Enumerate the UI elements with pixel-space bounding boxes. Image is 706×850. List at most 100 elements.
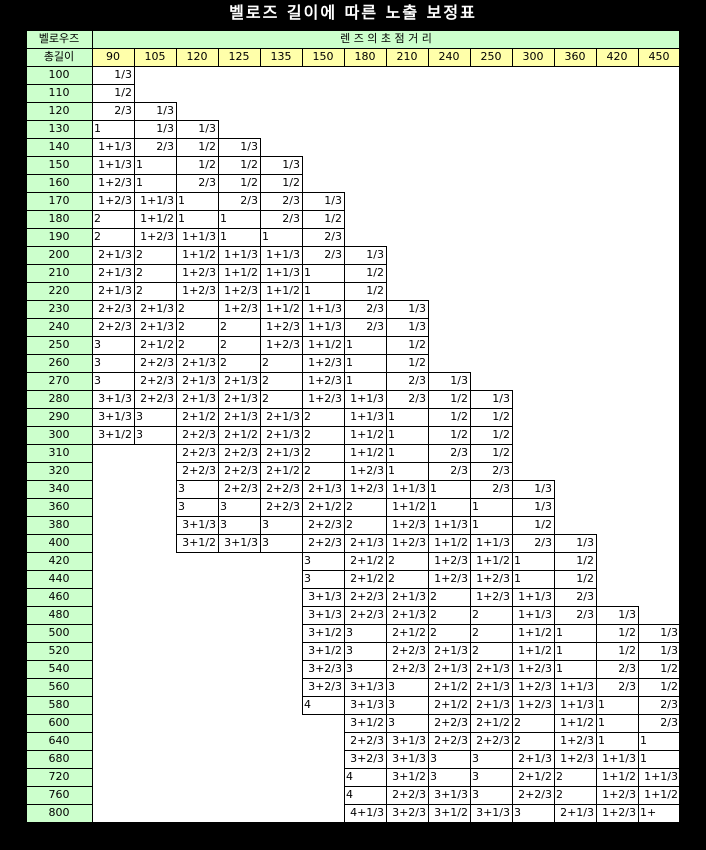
grid-line [386,264,387,283]
grid-line [26,156,92,157]
table-cell: 1+1/2 [386,498,428,516]
grid-line [134,282,135,300]
grid-line [260,498,302,499]
grid-line [134,192,135,210]
grid-line [596,606,638,607]
grid-line [470,552,471,570]
grid-line [302,642,344,643]
grid-line [680,804,681,823]
table-cell: 2+1/3 [302,480,344,498]
grid-line [344,210,345,229]
grid-line [596,642,597,660]
grid-line [92,174,93,192]
table-cell: 2 [554,786,596,804]
table-cell: 1 [596,732,638,750]
grid-line [218,246,219,264]
grid-line [218,534,219,552]
table-cell: 2+1/3 [176,354,218,372]
grid-line [428,354,429,373]
grid-line [344,822,387,823]
grid-line [638,750,680,751]
grid-line [638,714,680,715]
grid-line [260,318,261,336]
table-cell: 1+1/3 [596,750,638,768]
table-cell: 2 [302,462,344,480]
table-cell: 1 [386,462,428,480]
grid-line [386,336,428,337]
grid-line [26,138,92,139]
grid-line [176,192,177,210]
grid-line [26,66,680,67]
table-cell: 1/2 [470,426,512,444]
grid-line [386,804,387,822]
grid-line [428,480,429,498]
grid-line [470,768,471,786]
table-cell: 1/3 [638,642,680,660]
table-cell: 1 [428,480,470,498]
grid-line [638,732,639,750]
focal-length-header: 450 [638,48,680,66]
grid-line [344,318,386,319]
grid-line [260,480,302,481]
table-cell: 3+1/2 [428,804,470,822]
grid-line [302,264,303,282]
grid-line [302,210,344,211]
table-cell: 1/3 [134,102,176,120]
grid-line [218,408,219,426]
grid-line [470,390,471,408]
grid-line [26,174,92,175]
grid-line [344,678,345,696]
grid-line [344,552,386,553]
grid-line [470,588,512,589]
table-cell: 1/2 [470,408,512,426]
table-cell: 2/3 [302,228,344,246]
grid-line [512,786,554,787]
grid-line [428,462,470,463]
table-cell: 2 [176,336,218,354]
grid-line [302,228,344,229]
grid-line [260,534,261,552]
grid-line [92,246,134,247]
bellows-length-label: 260 [26,354,92,372]
table-cell: 2 [428,588,470,606]
grid-line [638,768,639,786]
grid-line [26,246,92,247]
table-cell: 2+1/3 [218,390,260,408]
grid-line [92,192,134,193]
grid-line [344,588,345,606]
grid-line [428,336,429,355]
table-cell: 4+1/3 [344,804,386,822]
bellows-length-label: 640 [26,732,92,750]
table-cell: 1 [470,516,512,534]
grid-line [554,804,555,822]
grid-line [428,660,470,661]
grid-line [176,246,218,247]
table-cell: 1/2 [386,354,428,372]
grid-line [344,660,386,661]
grid-line [344,426,345,444]
table-cell: 1 [638,750,680,768]
grid-line [386,804,428,805]
grid-line [92,192,93,210]
grid-line [596,768,597,786]
grid-line [428,300,429,319]
grid-line [470,660,512,661]
grid-line [680,732,681,751]
grid-line [26,660,92,661]
grid-line [344,300,345,318]
table-cell: 2+1/3 [554,804,596,822]
grid-line [596,750,638,751]
bellows-length-label: 310 [26,444,92,462]
table-cell: 3 [92,354,134,372]
grid-line [386,588,428,589]
grid-line [260,552,303,553]
grid-line [218,138,260,139]
grid-line [512,498,554,499]
table-cell: 2 [218,336,260,354]
grid-line [260,300,302,301]
grid-line [680,660,681,679]
grid-line [386,786,428,787]
grid-line [260,516,261,534]
table-cell: 1+2/3 [260,336,302,354]
grid-line [554,48,555,66]
